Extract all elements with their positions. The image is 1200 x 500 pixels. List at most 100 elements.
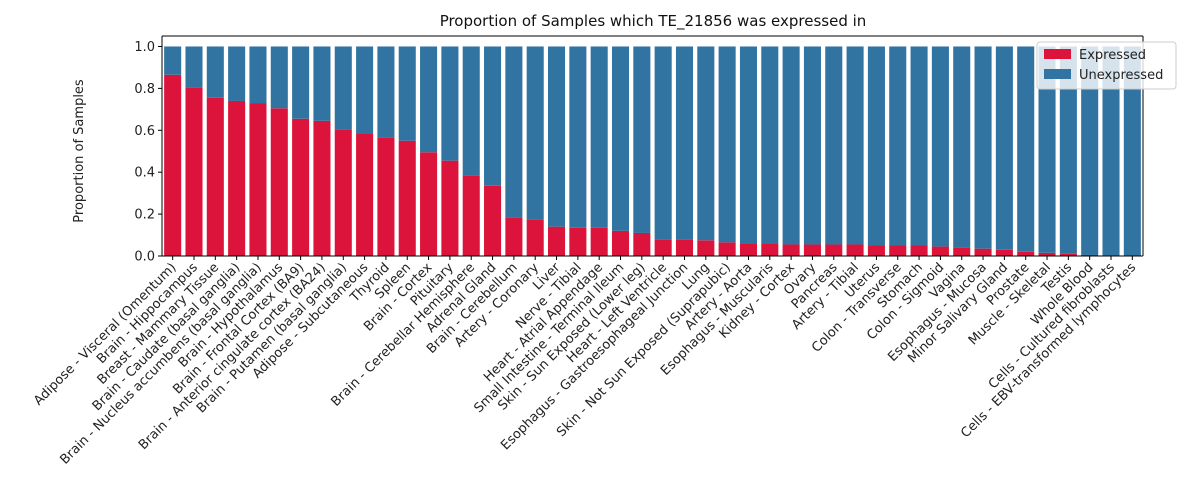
- bar-expressed: [441, 160, 459, 256]
- bar-unexpressed: [356, 46, 374, 134]
- y-tick-label: 0.0: [134, 250, 155, 265]
- bar-expressed: [846, 244, 864, 256]
- bar-unexpressed: [164, 46, 182, 75]
- bar-unexpressed: [185, 46, 203, 88]
- bar-expressed: [590, 227, 608, 256]
- bar-unexpressed: [718, 46, 736, 243]
- bar-unexpressed: [1081, 46, 1099, 255]
- bar-unexpressed: [846, 46, 864, 245]
- bar-expressed: [1081, 254, 1099, 256]
- bar-unexpressed: [931, 46, 949, 247]
- bar-unexpressed: [910, 46, 928, 246]
- bar-unexpressed: [292, 46, 310, 119]
- bar-expressed: [931, 246, 949, 256]
- bar-unexpressed: [611, 46, 630, 231]
- bar-expressed: [654, 239, 672, 256]
- legend-label: Expressed: [1079, 48, 1146, 63]
- bar-unexpressed: [739, 46, 757, 244]
- bar-expressed: [228, 100, 246, 256]
- bar-expressed: [718, 242, 736, 256]
- bar-unexpressed: [1038, 46, 1056, 253]
- bar-expressed: [611, 230, 630, 256]
- bar-expressed: [249, 103, 267, 256]
- legend-label: Unexpressed: [1079, 68, 1163, 83]
- bar-expressed: [548, 226, 566, 256]
- legend: Expressed Unexpressed: [1036, 41, 1177, 90]
- chart-title: Proportion of Samples which TE_21856 was…: [440, 12, 867, 31]
- bar-expressed: [185, 87, 203, 256]
- bar-unexpressed: [548, 46, 566, 227]
- bar-expressed: [398, 140, 416, 256]
- y-tick-label: 0.6: [134, 124, 155, 139]
- bar-unexpressed: [1102, 46, 1120, 256]
- bar-expressed: [420, 152, 438, 256]
- bar-unexpressed: [867, 46, 885, 246]
- bar-expressed: [462, 175, 480, 256]
- y-tick-label: 1.0: [134, 40, 155, 55]
- bar-unexpressed: [228, 46, 246, 101]
- bar-unexpressed: [1123, 46, 1141, 256]
- legend-swatch: [1044, 49, 1071, 59]
- bars-layer: [164, 46, 1141, 257]
- bar-expressed: [292, 118, 310, 256]
- bar-expressed: [313, 120, 331, 256]
- bar-expressed: [505, 217, 523, 256]
- bar-unexpressed: [953, 46, 971, 248]
- bar-expressed: [356, 133, 374, 256]
- bar-expressed: [761, 243, 779, 256]
- legend-swatch: [1044, 69, 1071, 79]
- bar-expressed: [526, 219, 544, 256]
- bar-unexpressed: [782, 46, 800, 245]
- bar-expressed: [974, 248, 992, 256]
- bar-unexpressed: [484, 46, 502, 186]
- bar-expressed: [164, 74, 182, 256]
- bar-unexpressed: [334, 46, 352, 130]
- bar-expressed: [484, 185, 502, 256]
- bar-unexpressed: [206, 46, 224, 98]
- bar-expressed: [803, 244, 821, 256]
- y-axis-title: Proportion of Samples: [72, 79, 87, 223]
- bar-unexpressed: [441, 46, 459, 161]
- bar-expressed: [910, 245, 928, 256]
- x-ticks: Adipose - Visceral (Omentum)Brain - Hipp…: [31, 256, 1139, 468]
- bar-expressed: [569, 227, 587, 256]
- y-tick-label: 0.4: [134, 166, 155, 181]
- bar-expressed: [995, 249, 1013, 256]
- bar-unexpressed: [420, 46, 438, 153]
- bar-unexpressed: [654, 46, 672, 240]
- bar-unexpressed: [1059, 46, 1077, 254]
- bar-unexpressed: [398, 46, 416, 141]
- bar-expressed: [825, 244, 843, 256]
- bar-unexpressed: [995, 46, 1013, 250]
- bar-expressed: [206, 97, 224, 256]
- bar-expressed: [867, 245, 885, 256]
- y-tick-label: 0.2: [134, 208, 155, 223]
- bar-unexpressed: [462, 46, 480, 176]
- bar-expressed: [782, 244, 800, 256]
- legend-box: [1036, 41, 1177, 90]
- bar-unexpressed: [313, 46, 331, 121]
- bar-expressed: [633, 232, 651, 256]
- bar-expressed: [377, 137, 395, 256]
- bar-unexpressed: [974, 46, 992, 249]
- bar-expressed: [334, 129, 352, 256]
- bar-unexpressed: [697, 46, 715, 241]
- bar-expressed: [1017, 251, 1035, 256]
- bar-expressed: [1059, 253, 1077, 256]
- bar-unexpressed: [249, 46, 267, 104]
- y-ticks: 0.0 0.2 0.4 0.6 0.8 1.0: [134, 40, 162, 265]
- bar-expressed: [953, 247, 971, 256]
- bar-expressed: [739, 243, 757, 256]
- bar-unexpressed: [825, 46, 843, 245]
- bar-expressed: [889, 245, 907, 256]
- bar-unexpressed: [270, 46, 288, 109]
- bar-expressed: [697, 240, 715, 256]
- bar-expressed: [1038, 252, 1056, 256]
- bar-unexpressed: [505, 46, 523, 218]
- bar-expressed: [270, 108, 288, 257]
- bar-unexpressed: [569, 46, 587, 228]
- bar-unexpressed: [590, 46, 608, 228]
- bar-unexpressed: [803, 46, 821, 245]
- bar-expressed: [675, 239, 694, 256]
